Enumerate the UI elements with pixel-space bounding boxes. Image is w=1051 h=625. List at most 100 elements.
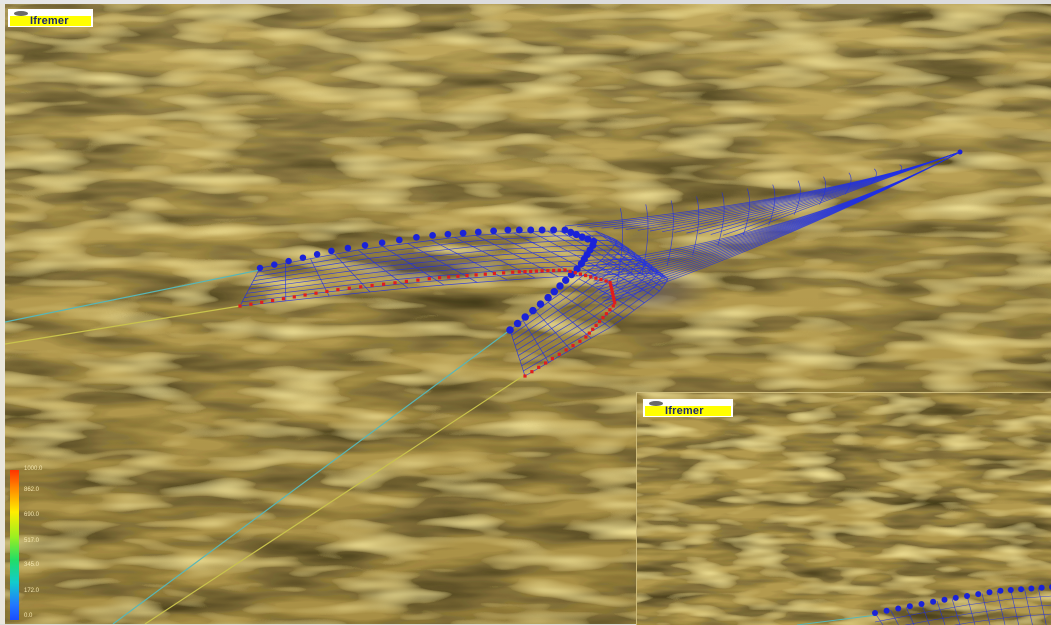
- weight-marker: [502, 271, 505, 274]
- weight-marker: [558, 353, 561, 356]
- float-marker: [271, 261, 277, 267]
- weight-marker: [537, 366, 540, 369]
- weight-marker: [529, 270, 532, 273]
- inset-3d-view[interactable]: Ifremer: [636, 392, 1051, 625]
- weight-marker: [465, 274, 468, 277]
- float-marker: [521, 313, 529, 321]
- weight-marker: [271, 299, 274, 302]
- weight-marker: [348, 287, 351, 290]
- inset-float-marker: [884, 608, 890, 614]
- float-marker: [514, 320, 522, 328]
- inset-float-marker: [942, 597, 948, 603]
- weight-marker: [558, 269, 561, 272]
- float-marker: [362, 242, 369, 249]
- weight-marker: [574, 271, 577, 274]
- float-marker: [379, 239, 386, 246]
- weight-marker: [569, 270, 572, 273]
- weight-marker: [393, 281, 396, 284]
- float-marker: [556, 282, 563, 289]
- weight-marker: [563, 268, 566, 271]
- weight-marker: [552, 269, 555, 272]
- float-marker: [506, 326, 514, 334]
- weight-marker: [518, 270, 521, 273]
- weight-marker: [589, 275, 592, 278]
- weight-marker: [565, 348, 568, 351]
- weight-marker: [475, 273, 478, 276]
- weight-marker: [546, 269, 549, 272]
- weight-marker: [591, 328, 594, 331]
- float-marker: [539, 227, 546, 234]
- weight-marker: [613, 301, 616, 304]
- weight-marker: [595, 324, 598, 327]
- weight-marker: [523, 374, 526, 377]
- weight-marker: [405, 280, 408, 283]
- inset-float-marker: [895, 606, 901, 612]
- color-scale-bar: [10, 470, 19, 620]
- weight-marker: [447, 275, 450, 278]
- inset-float-marker: [953, 595, 959, 601]
- weight-marker: [282, 297, 285, 300]
- depth-color-legend: 1000.0 862.0 690.0 517.0 345.0 172.0 0.0: [7, 466, 67, 622]
- weight-marker: [579, 273, 582, 276]
- inset-float-marker: [987, 589, 993, 595]
- weight-marker: [428, 277, 431, 280]
- weight-marker: [598, 320, 601, 323]
- weight-marker: [523, 270, 526, 273]
- weight-marker: [594, 277, 597, 280]
- inset-float-marker: [1039, 585, 1045, 591]
- float-marker: [429, 232, 436, 239]
- inset-float-marker: [1008, 587, 1014, 593]
- float-marker: [413, 234, 420, 241]
- weight-marker: [605, 279, 608, 282]
- weight-marker: [571, 344, 574, 347]
- inset-logo-text: Ifremer: [665, 405, 704, 417]
- weight-marker: [584, 274, 587, 277]
- weight-marker: [530, 370, 533, 373]
- float-marker: [516, 227, 523, 234]
- float-marker: [537, 300, 544, 307]
- float-marker: [328, 248, 335, 255]
- inset-float-marker: [1018, 586, 1024, 592]
- float-marker: [314, 251, 321, 258]
- weight-marker: [511, 271, 514, 274]
- float-marker: [285, 258, 291, 264]
- inset-float-marker: [997, 588, 1003, 594]
- weight-marker: [293, 295, 296, 298]
- weight-marker: [493, 272, 496, 275]
- float-marker: [550, 227, 557, 234]
- float-marker: [551, 288, 558, 295]
- codend-marker: [958, 150, 963, 155]
- weight-marker: [551, 357, 554, 360]
- inset-ifremer-logo: Ifremer: [643, 399, 733, 417]
- weight-marker: [599, 278, 602, 281]
- float-marker: [257, 265, 263, 271]
- inset-float-marker: [1028, 586, 1034, 592]
- inset-float-marker: [964, 593, 970, 599]
- inset-float-marker: [919, 601, 925, 607]
- legend-label: 345.0: [24, 562, 39, 568]
- weight-marker: [588, 332, 591, 335]
- weight-marker: [584, 335, 587, 338]
- weight-marker: [260, 301, 263, 304]
- float-marker: [544, 294, 551, 301]
- legend-label: 0.0: [24, 613, 32, 619]
- float-marker: [490, 227, 497, 234]
- weight-marker: [456, 275, 459, 278]
- weight-marker: [605, 312, 608, 315]
- weight-marker: [544, 361, 547, 364]
- weight-marker: [535, 270, 538, 273]
- float-marker: [396, 237, 403, 244]
- float-marker: [529, 307, 537, 315]
- legend-label: 517.0: [24, 538, 39, 544]
- inset-float-marker: [930, 599, 936, 605]
- weight-marker: [608, 308, 611, 311]
- float-marker: [562, 277, 569, 284]
- ifremer-logo: Ifremer: [8, 9, 93, 27]
- inset-seabed-scene[interactable]: [637, 393, 1051, 625]
- float-marker: [475, 229, 482, 236]
- weight-marker: [336, 288, 339, 291]
- weight-marker: [541, 269, 544, 272]
- weight-marker: [325, 290, 328, 293]
- float-marker: [504, 227, 511, 234]
- legend-label: 862.0: [24, 487, 39, 493]
